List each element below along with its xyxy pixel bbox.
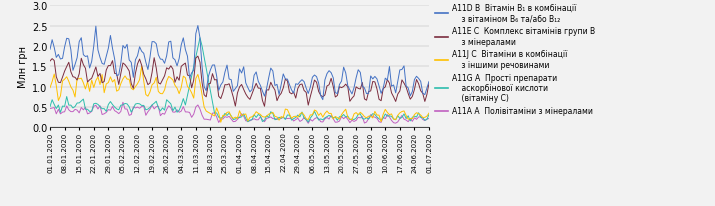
Legend: A11D B  Вітамін B₁ в комбінації
    з вітаміном B₆ та/або B₁₂, A11E C  Комплекс : A11D B Вітамін B₁ в комбінації з вітамін… [435, 4, 595, 116]
Y-axis label: Млн грн: Млн грн [18, 46, 28, 88]
